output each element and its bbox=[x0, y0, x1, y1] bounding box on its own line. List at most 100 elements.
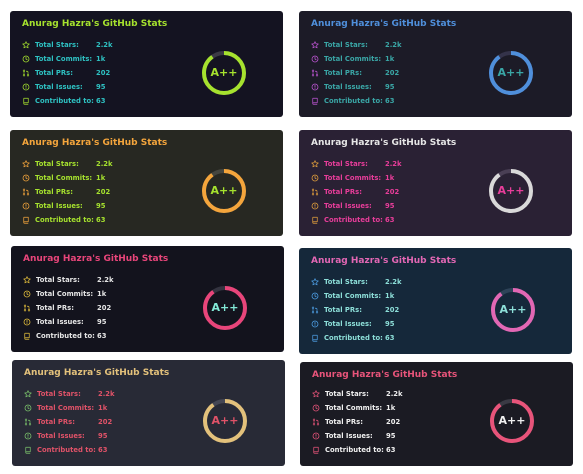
star-icon bbox=[24, 390, 32, 398]
stat-row-prs: Total PRs: 202 bbox=[311, 186, 399, 198]
stat-row-contributed: Contributed to: 63 bbox=[22, 95, 105, 107]
rank-circle: A++ bbox=[200, 167, 248, 215]
issue-icon bbox=[23, 318, 31, 326]
stat-row-issues: Total Issues: 95 bbox=[23, 316, 106, 328]
stat-row-commits: Total Commits: 1k bbox=[22, 172, 105, 184]
stat-label: Total PRs: bbox=[324, 188, 362, 196]
rank-ring-progress bbox=[491, 288, 535, 332]
pull-request-icon bbox=[22, 69, 30, 77]
issue-icon bbox=[311, 320, 319, 328]
stat-row-stars: Total Stars: 2.2k bbox=[311, 39, 402, 51]
stat-label: Contributed to: bbox=[325, 446, 384, 454]
rank-ring-progress bbox=[490, 399, 534, 443]
repo-icon bbox=[24, 446, 32, 454]
issue-icon bbox=[24, 432, 32, 440]
issue-icon bbox=[311, 83, 319, 91]
stat-label: Total Issues: bbox=[35, 202, 83, 210]
stat-label: Contributed to: bbox=[324, 334, 383, 342]
stats-card-1: Anurag Hazra's GitHub Stats Total Stars:… bbox=[10, 11, 283, 117]
stat-value: 63 bbox=[98, 446, 108, 454]
stat-row-contributed: Contributed to: 63 bbox=[23, 330, 106, 342]
stats-card-4: Anurag Hazra's GitHub Stats Total Stars:… bbox=[299, 130, 572, 236]
history-icon bbox=[24, 404, 32, 412]
repo-icon bbox=[23, 332, 31, 340]
stat-value: 2.2k bbox=[385, 41, 402, 49]
stat-value: 2.2k bbox=[96, 160, 113, 168]
history-icon bbox=[312, 404, 320, 412]
rank-circle: A++ bbox=[487, 167, 535, 215]
repo-icon bbox=[22, 97, 30, 105]
rank-ring-progress bbox=[489, 51, 533, 95]
stat-row-issues: Total Issues: 95 bbox=[24, 430, 107, 442]
stat-label: Total Commits: bbox=[325, 404, 383, 412]
stat-row-stars: Total Stars: 2.2k bbox=[311, 276, 402, 288]
stat-row-prs: Total PRs: 202 bbox=[312, 416, 400, 428]
history-icon bbox=[22, 55, 30, 63]
card-title: Anurag Hazra's GitHub Stats bbox=[23, 254, 169, 264]
repo-icon bbox=[22, 216, 30, 224]
stat-value: 63 bbox=[385, 334, 395, 342]
stat-value: 1k bbox=[96, 174, 106, 182]
stats-card-5: Anurag Hazra's GitHub Stats Total Stars:… bbox=[11, 246, 284, 352]
rank-circle: A++ bbox=[489, 286, 537, 334]
stat-label: Total Issues: bbox=[324, 83, 372, 91]
stat-row-prs: Total PRs: 202 bbox=[22, 186, 110, 198]
rank-circle: A++ bbox=[201, 284, 249, 332]
star-icon bbox=[311, 41, 319, 49]
stat-row-stars: Total Stars: 2.2k bbox=[22, 39, 113, 51]
stat-row-contributed: Contributed to: 63 bbox=[24, 444, 107, 456]
stat-label: Total Commits: bbox=[324, 174, 382, 182]
stat-value: 63 bbox=[97, 332, 107, 340]
stat-value: 95 bbox=[98, 432, 108, 440]
pull-request-icon bbox=[22, 188, 30, 196]
stat-label: Total Issues: bbox=[324, 202, 372, 210]
rank-label: A++ bbox=[211, 414, 239, 427]
stat-label: Total Stars: bbox=[324, 160, 368, 168]
rank-circle: A++ bbox=[201, 397, 249, 445]
stat-label: Total PRs: bbox=[324, 306, 362, 314]
stat-row-stars: Total Stars: 2.2k bbox=[24, 388, 115, 400]
pull-request-icon bbox=[24, 418, 32, 426]
rank-ring-progress bbox=[202, 169, 246, 213]
rank-circle: A++ bbox=[488, 397, 536, 445]
rank-ring-progress bbox=[203, 399, 247, 443]
stat-row-issues: Total Issues: 95 bbox=[311, 81, 394, 93]
stat-value: 1k bbox=[385, 292, 395, 300]
history-icon bbox=[23, 290, 31, 298]
rank-ring-progress bbox=[489, 169, 533, 213]
star-icon bbox=[22, 41, 30, 49]
stat-value: 2.2k bbox=[385, 160, 402, 168]
stat-row-contributed: Contributed to: 63 bbox=[311, 214, 394, 226]
stat-value: 1k bbox=[97, 290, 107, 298]
stat-value: 1k bbox=[385, 174, 395, 182]
stat-label: Total Stars: bbox=[36, 276, 80, 284]
stat-value: 2.2k bbox=[386, 390, 403, 398]
card-title: Anurag Hazra's GitHub Stats bbox=[22, 138, 168, 148]
stat-row-issues: Total Issues: 95 bbox=[311, 200, 394, 212]
stat-label: Total Stars: bbox=[35, 160, 79, 168]
history-icon bbox=[311, 174, 319, 182]
card-title: Anurag Hazra's GitHub Stats bbox=[311, 19, 457, 29]
stat-value: 2.2k bbox=[385, 278, 402, 286]
stat-row-commits: Total Commits: 1k bbox=[311, 172, 394, 184]
card-title: Anurag Hazra's GitHub Stats bbox=[24, 368, 170, 378]
rank-ring-progress bbox=[202, 51, 246, 95]
repo-icon bbox=[312, 446, 320, 454]
rank-label: A++ bbox=[211, 301, 239, 314]
stat-label: Total PRs: bbox=[36, 304, 74, 312]
stat-label: Total Issues: bbox=[35, 83, 83, 91]
history-icon bbox=[311, 292, 319, 300]
star-icon bbox=[311, 278, 319, 286]
stat-label: Total Issues: bbox=[325, 432, 373, 440]
stat-label: Total Stars: bbox=[324, 278, 368, 286]
stat-row-contributed: Contributed to: 63 bbox=[22, 214, 105, 226]
rank-label: A++ bbox=[497, 184, 525, 197]
pull-request-icon bbox=[311, 188, 319, 196]
stat-row-issues: Total Issues: 95 bbox=[22, 200, 105, 212]
stat-row-issues: Total Issues: 95 bbox=[311, 318, 394, 330]
stat-row-issues: Total Issues: 95 bbox=[22, 81, 105, 93]
stat-value: 95 bbox=[385, 83, 395, 91]
stat-row-stars: Total Stars: 2.2k bbox=[23, 274, 114, 286]
stat-label: Contributed to: bbox=[35, 216, 94, 224]
stat-row-prs: Total PRs: 202 bbox=[311, 304, 399, 316]
